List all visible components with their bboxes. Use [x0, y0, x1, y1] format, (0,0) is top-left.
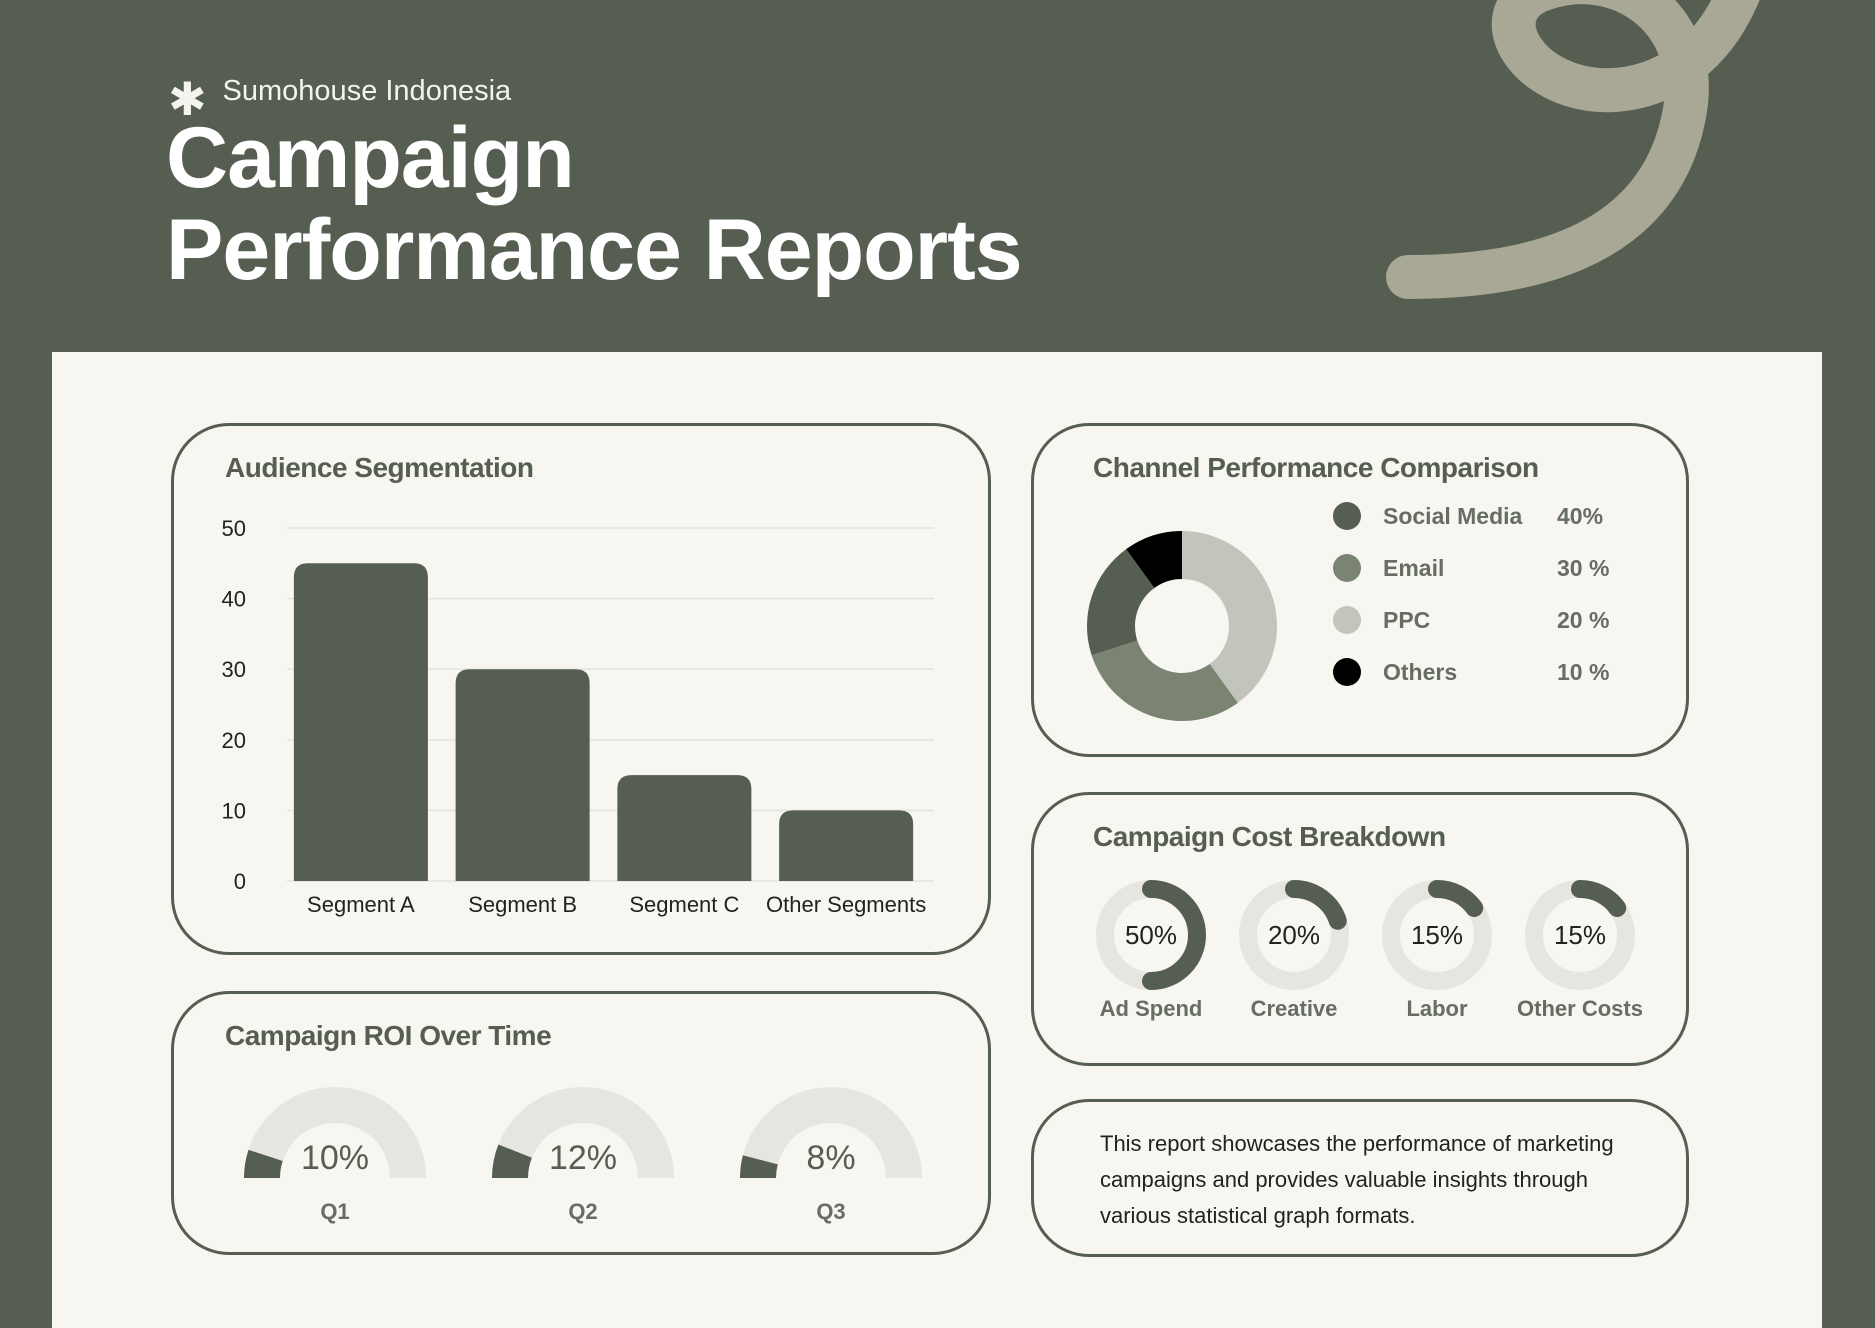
y-tick-label: 40 [222, 587, 246, 612]
gauge-fill [492, 1144, 532, 1178]
brand-name: Sumohouse Indonesia [222, 74, 512, 107]
gauge-category-label: Q1 [320, 1199, 349, 1224]
title-line-1: Campaign [166, 110, 575, 206]
legend-item: PPC 20 % [1333, 606, 1609, 634]
x-tick-label: Segment A [307, 892, 415, 917]
summary-card: This report showcases the performance of… [1031, 1099, 1689, 1257]
card-title: Campaign ROI Over Time [225, 1020, 552, 1051]
gauge-category-label: Q2 [568, 1199, 597, 1224]
bar [617, 775, 752, 881]
bar [779, 810, 914, 881]
legend-item: Email 30 % [1333, 554, 1609, 582]
bar [293, 563, 428, 881]
gauge-track [492, 1087, 674, 1178]
ring-value-label: 20% [1268, 920, 1320, 950]
asterisk-icon: ✱ [168, 73, 207, 125]
gauge-fill [740, 1155, 778, 1178]
channel-performance-card: Channel Performance Comparison Social Me… [1031, 423, 1689, 757]
gauge-category-label: Q3 [816, 1199, 845, 1224]
legend-label: Others [1383, 658, 1458, 685]
legend-value: 10 % [1557, 658, 1610, 685]
x-tick-label: Other Segments [766, 892, 926, 917]
legend-item: Social Media 40% [1333, 502, 1603, 530]
ring-category-label: Labor [1406, 996, 1468, 1021]
legend-label: Email [1383, 554, 1445, 581]
legend-label: Social Media [1383, 502, 1523, 529]
title-line-2: Performance Reports [166, 202, 1023, 298]
ring-category-label: Other Costs [1517, 996, 1643, 1021]
bar-chart: 0 10 20 30 40 50 Segment A Segment B Segment C Ot… [222, 516, 934, 917]
donut-slice [1126, 531, 1182, 588]
legend-value: 30 % [1557, 554, 1610, 581]
legend-label: PPC [1383, 606, 1431, 633]
ring-progress [1142, 880, 1206, 990]
legend-swatch [1333, 606, 1361, 634]
donut-slice [1182, 531, 1277, 703]
legend-swatch [1333, 658, 1361, 686]
campaign-roi-card: Campaign ROI Over Time 10% Q1 12% Q2 8% Q3 [171, 991, 991, 1255]
ring-progress [1285, 880, 1347, 930]
cost-rings: 50% Ad Spend 20% Creative 15% Labor 15% Other C… [1096, 880, 1643, 1021]
donut-slice [1091, 640, 1238, 721]
report-sheet: Audience Segmentation 0 10 20 30 40 50 Segment… [52, 352, 1822, 1328]
ring-value-label: 50% [1125, 920, 1177, 950]
summary-text: This report showcases the performance of… [1100, 1131, 1614, 1228]
y-tick-label: 0 [234, 869, 246, 894]
card-title: Audience Segmentation [225, 452, 534, 483]
page-title: Campaign Performance Reports [166, 110, 1023, 298]
ring-category-label: Ad Spend [1100, 996, 1203, 1021]
gauge-fill [244, 1149, 283, 1178]
legend-swatch [1333, 554, 1361, 582]
gauge-track [244, 1087, 426, 1178]
gauge-value-label: 12% [549, 1139, 617, 1177]
legend-swatch [1333, 502, 1361, 530]
gauge-value-label: 10% [301, 1139, 369, 1177]
ring-progress [1571, 880, 1627, 917]
y-tick-label: 50 [222, 516, 246, 541]
y-tick-label: 30 [222, 657, 246, 682]
bar [455, 669, 590, 881]
card-title: Channel Performance Comparison [1093, 452, 1539, 483]
ring-value-label: 15% [1411, 920, 1463, 950]
gauge-track [740, 1087, 922, 1178]
ring-value-label: 15% [1554, 920, 1606, 950]
donut-chart [1087, 531, 1277, 721]
x-tick-label: Segment B [468, 892, 577, 917]
header-banner: ✱ Sumohouse Indonesia Campaign Performan… [0, 0, 1875, 352]
legend-item: Others 10 % [1333, 658, 1609, 686]
audience-segmentation-card: Audience Segmentation 0 10 20 30 40 50 Segment… [171, 423, 991, 955]
ring-progress [1428, 880, 1484, 917]
donut-slice [1087, 549, 1155, 656]
legend-value: 20 % [1557, 606, 1610, 633]
y-tick-label: 20 [222, 728, 246, 753]
legend-value: 40% [1557, 502, 1604, 529]
roi-gauges: 10% Q1 12% Q2 8% Q3 [244, 1087, 922, 1224]
y-tick-label: 10 [222, 798, 246, 823]
x-tick-label: Segment C [629, 892, 739, 917]
swirl-decoration [1386, 0, 1760, 299]
card-title: Campaign Cost Breakdown [1093, 821, 1446, 852]
cost-breakdown-card: Campaign Cost Breakdown 50% Ad Spend 20% Cr… [1031, 792, 1689, 1066]
gauge-value-label: 8% [806, 1139, 855, 1177]
ring-category-label: Creative [1251, 996, 1338, 1021]
brand: ✱ Sumohouse Indonesia [168, 68, 512, 123]
